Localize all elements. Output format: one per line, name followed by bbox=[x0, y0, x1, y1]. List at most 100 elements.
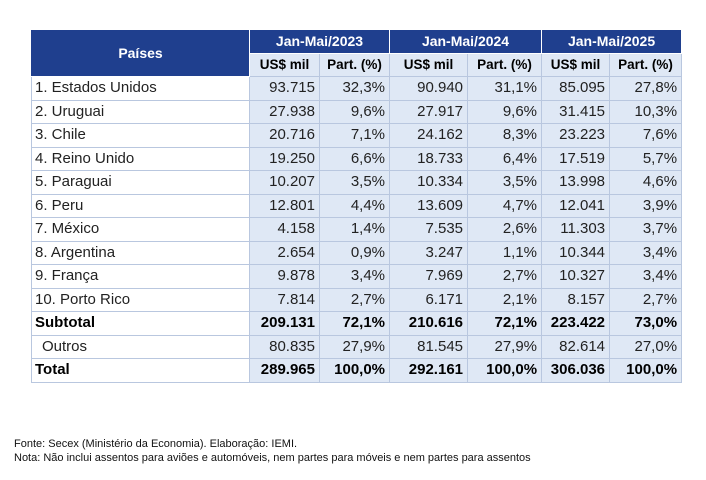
cell-part-2024: 1,1% bbox=[467, 240, 543, 265]
outros-row: Outros 80.835 27,9% 81.545 27,9% 82.614 … bbox=[31, 334, 683, 359]
cell-part-2024: 8,3% bbox=[467, 123, 543, 148]
cell-value-2024: 27.917 bbox=[389, 99, 469, 124]
cell-part-2024: 6,4% bbox=[467, 146, 543, 171]
cell-value-2023: 12.801 bbox=[249, 193, 320, 218]
country-name: 4. Reino Unido bbox=[31, 146, 250, 171]
cell-value-2023: 10.207 bbox=[249, 170, 320, 195]
country-name: 2. Uruguai bbox=[31, 99, 250, 124]
cell-value-2023: 27.938 bbox=[249, 99, 320, 124]
cell-value-2023: 20.716 bbox=[249, 123, 320, 148]
subtotal-part-2025: 73,0% bbox=[609, 311, 683, 336]
cell-part-2025: 7,6% bbox=[609, 123, 683, 148]
cell-value-2024: 3.247 bbox=[389, 240, 469, 265]
cell-part-2025: 27,8% bbox=[609, 76, 683, 101]
outros-value-2024: 81.545 bbox=[389, 334, 469, 359]
subtotal-row: Subtotal 209.131 72,1% 210.616 72,1% 223… bbox=[31, 311, 683, 336]
cell-value-2025: 11.303 bbox=[541, 217, 611, 242]
subtotal-value-2024: 210.616 bbox=[389, 311, 469, 336]
country-name: 1. Estados Unidos bbox=[31, 76, 250, 101]
cell-value-2024: 24.162 bbox=[389, 123, 469, 148]
cell-part-2023: 1,4% bbox=[318, 217, 391, 242]
cell-value-2023: 2.654 bbox=[249, 240, 320, 265]
table-row: 10. Porto Rico 7.814 2,7% 6.171 2,1% 8.157 2,7… bbox=[31, 287, 683, 312]
subtotal-part-2024: 72,1% bbox=[467, 311, 543, 336]
cell-part-2023: 9,6% bbox=[318, 99, 391, 124]
subheader-part-2023: Part. (%) bbox=[318, 52, 391, 77]
cell-value-2025: 85.095 bbox=[541, 76, 611, 101]
country-name: 7. México bbox=[31, 217, 250, 242]
cell-value-2025: 17.519 bbox=[541, 146, 611, 171]
country-name: 5. Paraguai bbox=[31, 170, 250, 195]
table-row: 7. México 4.158 1,4% 7.535 2,6% 11.303 3,7% bbox=[31, 217, 683, 242]
subheader-value-2025: US$ mil bbox=[541, 52, 611, 77]
cell-value-2024: 13.609 bbox=[389, 193, 469, 218]
cell-value-2023: 19.250 bbox=[249, 146, 320, 171]
subtotal-value-2025: 223.422 bbox=[541, 311, 611, 336]
cell-part-2023: 2,7% bbox=[318, 287, 391, 312]
cell-part-2023: 6,6% bbox=[318, 146, 391, 171]
cell-value-2024: 6.171 bbox=[389, 287, 469, 312]
cell-value-2023: 4.158 bbox=[249, 217, 320, 242]
cell-part-2025: 5,7% bbox=[609, 146, 683, 171]
total-part-2025: 100,0% bbox=[609, 358, 683, 383]
cell-part-2024: 31,1% bbox=[467, 76, 543, 101]
cell-part-2025: 3,4% bbox=[609, 264, 683, 289]
cell-part-2023: 3,5% bbox=[318, 170, 391, 195]
cell-part-2025: 2,7% bbox=[609, 287, 683, 312]
header-countries: Países bbox=[31, 29, 250, 77]
cell-part-2024: 4,7% bbox=[467, 193, 543, 218]
footnotes: Fonte: Secex (Ministério da Economia). E… bbox=[14, 437, 531, 465]
outros-part-2023: 27,9% bbox=[318, 334, 391, 359]
total-row: Total 289.965 100,0% 292.161 100,0% 306.… bbox=[31, 358, 683, 383]
cell-part-2025: 3,7% bbox=[609, 217, 683, 242]
country-name: 6. Peru bbox=[31, 193, 250, 218]
cell-value-2025: 23.223 bbox=[541, 123, 611, 148]
header-period-2024: Jan-Mai/2024 bbox=[389, 29, 543, 54]
cell-value-2025: 31.415 bbox=[541, 99, 611, 124]
table-row: 6. Peru 12.801 4,4% 13.609 4,7% 12.041 3,9% bbox=[31, 193, 683, 218]
cell-value-2024: 7.969 bbox=[389, 264, 469, 289]
country-name: 10. Porto Rico bbox=[31, 287, 250, 312]
cell-value-2025: 10.327 bbox=[541, 264, 611, 289]
outros-part-2024: 27,9% bbox=[467, 334, 543, 359]
cell-value-2025: 12.041 bbox=[541, 193, 611, 218]
table-row: 9. França 9.878 3,4% 7.969 2,7% 10.327 3,4% bbox=[31, 264, 683, 289]
subtotal-value-2023: 209.131 bbox=[249, 311, 320, 336]
header-period-2023: Jan-Mai/2023 bbox=[248, 29, 391, 54]
table-row: 2. Uruguai 27.938 9,6% 27.917 9,6% 31.415 10,3… bbox=[31, 99, 683, 124]
cell-part-2025: 4,6% bbox=[609, 170, 683, 195]
total-value-2023: 289.965 bbox=[249, 358, 320, 383]
cell-value-2025: 10.344 bbox=[541, 240, 611, 265]
total-label: Total bbox=[31, 358, 250, 383]
total-value-2024: 292.161 bbox=[389, 358, 469, 383]
total-part-2023: 100,0% bbox=[318, 358, 391, 383]
cell-value-2025: 13.998 bbox=[541, 170, 611, 195]
cell-part-2024: 2,6% bbox=[467, 217, 543, 242]
cell-value-2023: 93.715 bbox=[249, 76, 320, 101]
header-period-2025: Jan-Mai/2025 bbox=[541, 29, 683, 54]
subheader-part-2025: Part. (%) bbox=[609, 52, 683, 77]
cell-value-2024: 7.535 bbox=[389, 217, 469, 242]
outros-value-2023: 80.835 bbox=[249, 334, 320, 359]
cell-part-2024: 3,5% bbox=[467, 170, 543, 195]
cell-value-2025: 8.157 bbox=[541, 287, 611, 312]
cell-part-2025: 3,4% bbox=[609, 240, 683, 265]
subtotal-part-2023: 72,1% bbox=[318, 311, 391, 336]
outros-label: Outros bbox=[31, 334, 250, 359]
cell-part-2025: 3,9% bbox=[609, 193, 683, 218]
cell-part-2024: 9,6% bbox=[467, 99, 543, 124]
source-note: Fonte: Secex (Ministério da Economia). E… bbox=[14, 438, 298, 450]
exports-table: Países Jan-Mai/2023 Jan-Mai/2024 Jan-Mai… bbox=[31, 29, 683, 383]
country-name: 3. Chile bbox=[31, 123, 250, 148]
cell-value-2023: 9.878 bbox=[249, 264, 320, 289]
subheader-part-2024: Part. (%) bbox=[467, 52, 543, 77]
cell-part-2024: 2,1% bbox=[467, 287, 543, 312]
subheader-value-2024: US$ mil bbox=[389, 52, 469, 77]
cell-part-2023: 0,9% bbox=[318, 240, 391, 265]
total-value-2025: 306.036 bbox=[541, 358, 611, 383]
subheader-value-2023: US$ mil bbox=[249, 52, 320, 77]
cell-value-2023: 7.814 bbox=[249, 287, 320, 312]
cell-value-2024: 18.733 bbox=[389, 146, 469, 171]
exclusion-note: Nota: Não inclui assentos para aviões e … bbox=[14, 452, 531, 464]
outros-value-2025: 82.614 bbox=[541, 334, 611, 359]
